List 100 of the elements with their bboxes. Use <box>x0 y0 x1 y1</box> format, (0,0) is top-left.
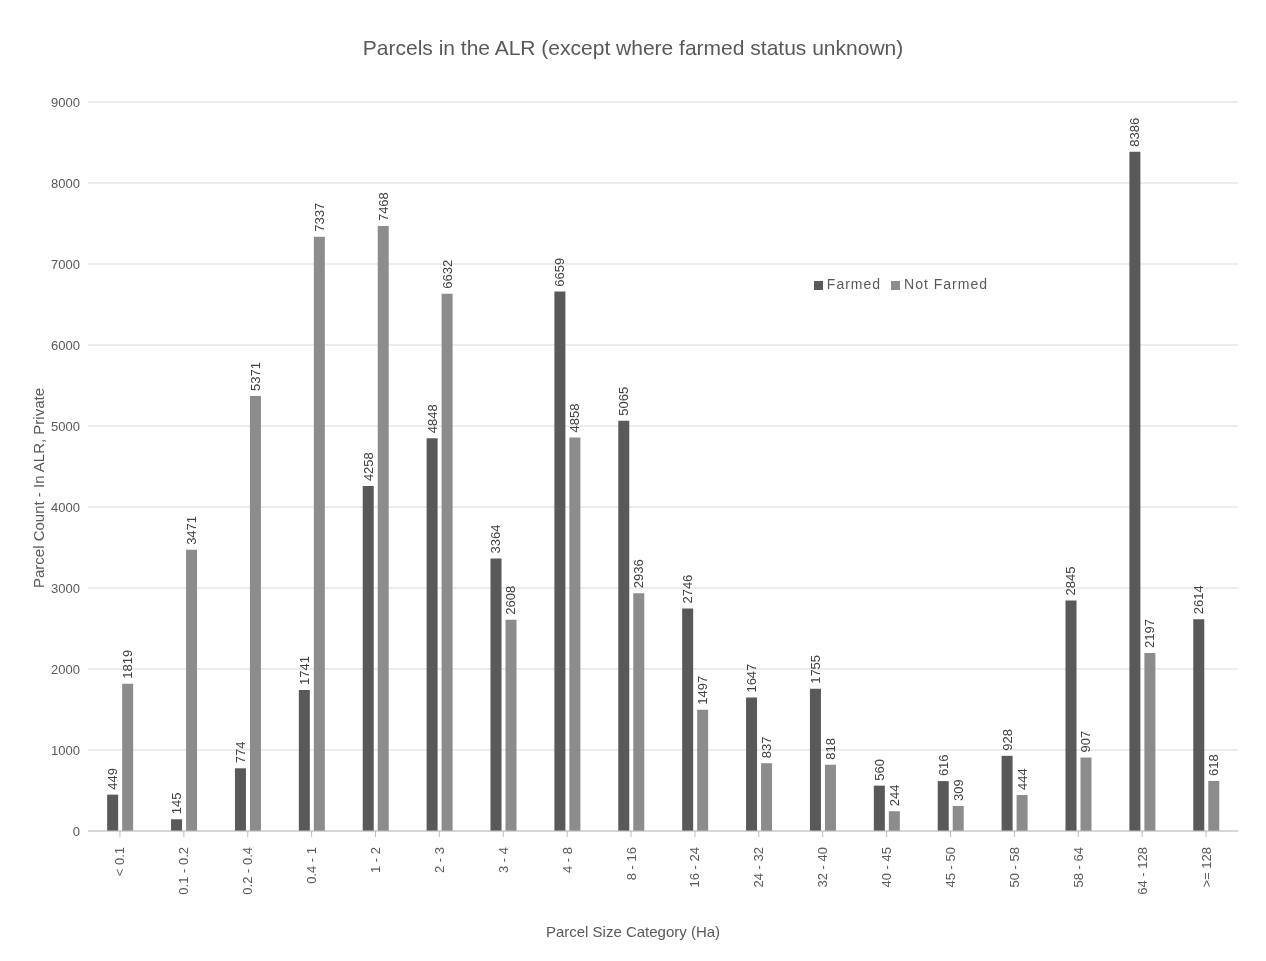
bar <box>873 785 885 831</box>
bar <box>937 781 949 831</box>
data-label: 4848 <box>424 404 440 434</box>
x-tick-label: 16 - 24 <box>687 847 703 888</box>
x-tick-label: 1 - 2 <box>368 847 383 874</box>
x-tick-label: < 0.1 <box>112 847 128 877</box>
data-label: 1819 <box>120 649 136 679</box>
data-label: 7337 <box>311 202 327 232</box>
bar <box>234 768 246 831</box>
bar <box>249 395 261 831</box>
bar <box>1193 619 1205 831</box>
data-label: 616 <box>935 754 951 777</box>
x-tick-label: 3 - 4 <box>495 847 511 874</box>
data-label: 3364 <box>488 524 504 554</box>
bar <box>952 805 964 831</box>
x-tick-label: 50 - 58 <box>1006 847 1022 888</box>
bar <box>122 683 134 831</box>
x-tick-label: 4 - 8 <box>559 847 575 874</box>
bar <box>682 608 694 831</box>
x-tick-label: 0.1 - 0.2 <box>176 847 192 895</box>
x-tick-label: 32 - 40 <box>815 847 831 888</box>
bar <box>313 236 325 831</box>
bar <box>362 486 374 831</box>
data-label: 145 <box>169 792 185 815</box>
chart-title: Parcels in the ALR (except where farmed status unknown) <box>361 35 905 61</box>
data-label: 5065 <box>616 386 632 416</box>
data-label: 907 <box>1078 730 1094 753</box>
y-tick-label: 5000 <box>51 418 80 434</box>
data-label: 1741 <box>296 656 312 685</box>
data-label: 618 <box>1206 754 1222 776</box>
x-axis-title: Parcel Size Category (Ha) <box>544 923 722 940</box>
bar <box>505 619 517 831</box>
y-tick-label: 6000 <box>51 337 80 353</box>
y-tick-label: 2000 <box>51 661 80 677</box>
data-label: 309 <box>950 779 966 801</box>
data-label: 837 <box>759 736 775 759</box>
x-tick-label: 40 - 45 <box>879 847 895 888</box>
bar <box>107 794 119 831</box>
x-tick-label: 24 - 32 <box>751 847 767 888</box>
data-label: 4258 <box>360 452 376 482</box>
y-tick-label: 8000 <box>51 175 80 191</box>
data-label: 7468 <box>375 192 391 222</box>
data-label: 774 <box>232 741 248 764</box>
data-label: 1755 <box>807 654 823 684</box>
x-tick-label: 45 - 50 <box>943 847 958 888</box>
data-label: 5371 <box>247 362 263 391</box>
bar <box>633 593 645 831</box>
bar <box>569 437 581 831</box>
y-tick-label: 7000 <box>51 256 80 272</box>
data-label: 560 <box>871 758 887 781</box>
bar <box>888 811 900 831</box>
y-tick-label: 9000 <box>51 94 80 110</box>
bar <box>761 763 773 831</box>
data-label: 8386 <box>1127 117 1143 147</box>
legend-label: Not Farmed <box>904 276 988 292</box>
data-label: 1497 <box>695 675 711 705</box>
data-label: 818 <box>822 738 838 760</box>
x-tick-label: 64 - 128 <box>1134 847 1150 895</box>
bar <box>618 420 630 831</box>
x-tick-label: 0.4 - 1 <box>304 847 320 884</box>
bar <box>746 697 758 831</box>
bar <box>697 709 709 831</box>
y-tick-label: 1000 <box>51 742 80 758</box>
data-label: 2746 <box>680 574 696 604</box>
bar <box>377 226 389 831</box>
bar <box>1065 600 1077 831</box>
data-label: 2845 <box>1063 566 1079 596</box>
bar <box>1001 755 1013 831</box>
data-label: 4858 <box>567 403 583 433</box>
bar <box>1016 795 1028 831</box>
bar <box>809 688 821 831</box>
legend-label: Farmed <box>826 276 882 292</box>
bar <box>824 764 836 831</box>
data-label: 1647 <box>744 663 760 693</box>
data-label: 6632 <box>439 259 455 289</box>
y-tick-label: 4000 <box>51 499 80 515</box>
x-tick-label: 2 - 3 <box>431 847 447 874</box>
x-tick-label: 0.2 - 0.4 <box>240 847 256 895</box>
bar <box>1080 757 1092 831</box>
bar <box>441 293 453 831</box>
y-axis-title: Parcel Count - In ALR, Private <box>29 387 47 589</box>
data-label: 928 <box>999 729 1015 751</box>
x-tick-label: >= 128 <box>1198 847 1214 888</box>
bar <box>171 819 183 831</box>
bar <box>1144 653 1156 831</box>
x-tick-label: 8 - 16 <box>623 847 639 881</box>
data-label: 2197 <box>1142 619 1158 649</box>
bar <box>186 549 198 831</box>
bar <box>554 291 566 831</box>
data-label: 2614 <box>1191 585 1207 615</box>
data-label: 2936 <box>631 559 647 589</box>
x-tick-label: 58 - 64 <box>1070 847 1086 888</box>
y-tick-label: 3000 <box>51 580 80 596</box>
data-label: 6659 <box>552 257 568 287</box>
y-tick-label: 0 <box>72 823 80 839</box>
bar <box>426 438 438 831</box>
data-label: 3471 <box>184 515 200 545</box>
bar <box>1129 151 1141 831</box>
data-label: 2608 <box>503 585 519 615</box>
data-label: 444 <box>1014 768 1030 791</box>
